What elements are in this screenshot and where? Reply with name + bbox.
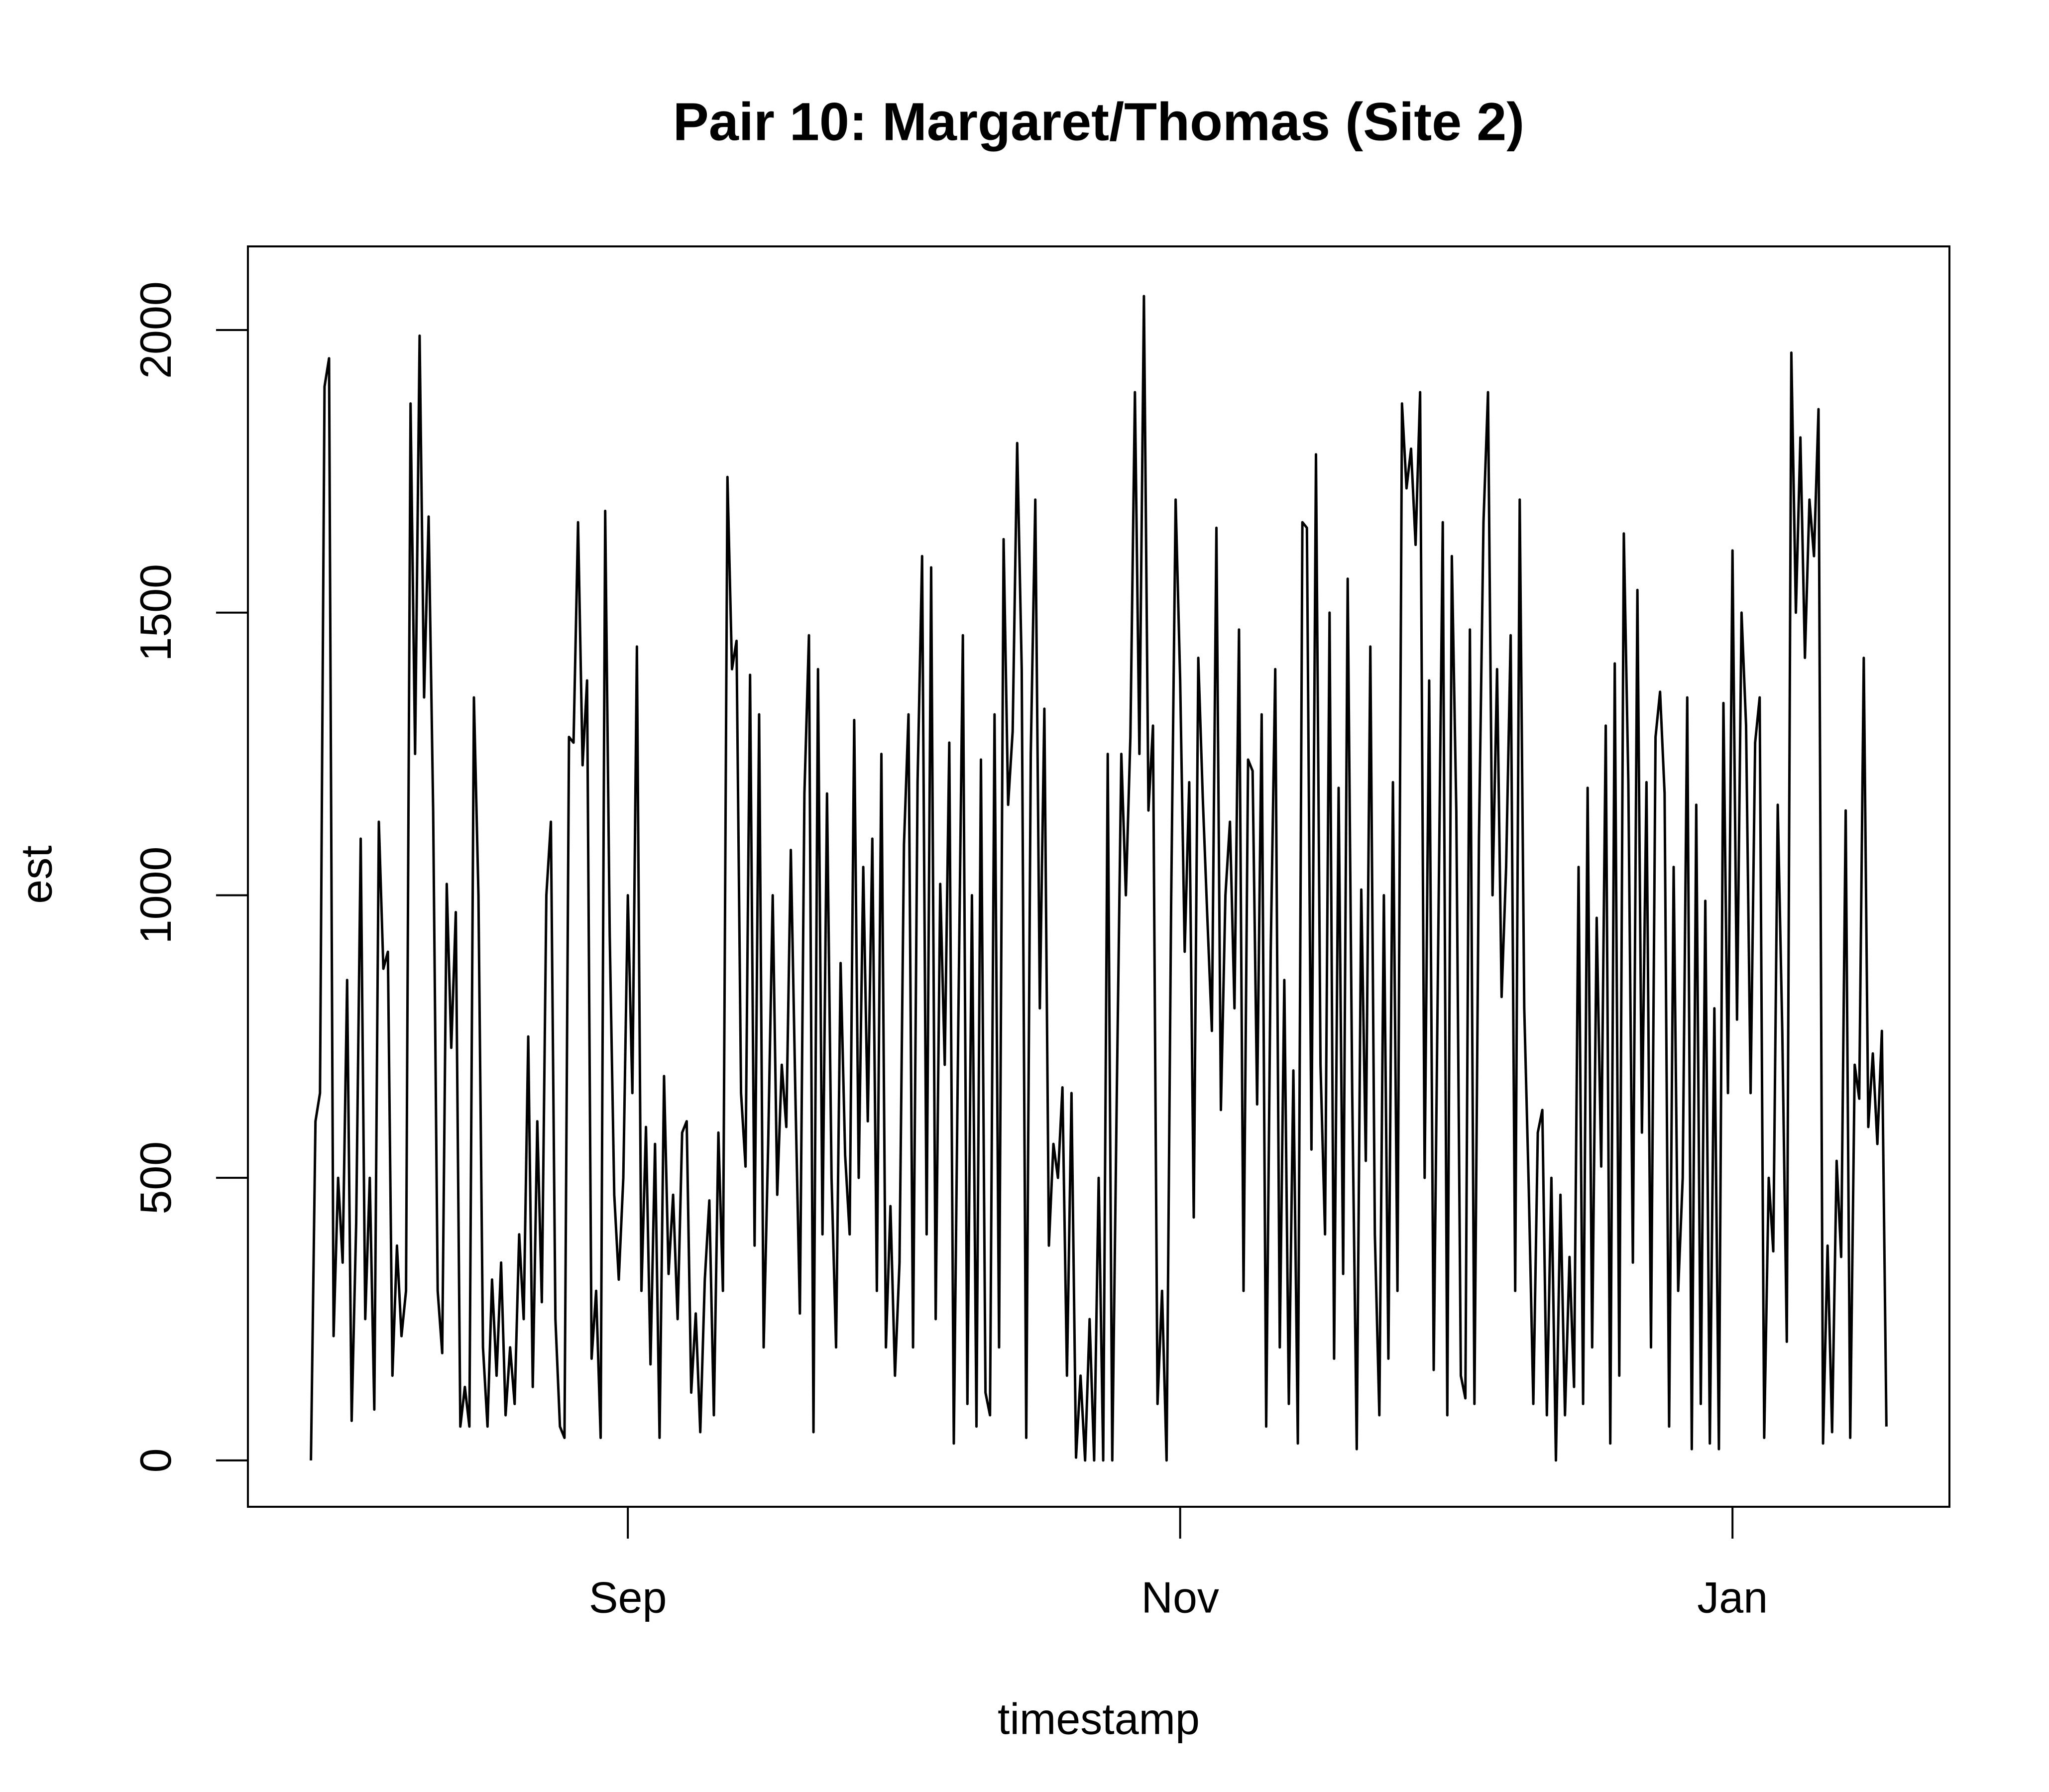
x-axis-label: timestamp [998,1694,1200,1743]
y-tick-label: 1500 [131,564,180,662]
y-tick-label: 1000 [131,847,180,944]
chart-title: Pair 10: Margaret/Thomas (Site 2) [673,92,1525,152]
x-tick-label: Nov [1141,1572,1219,1622]
y-axis-label: est [11,845,61,903]
x-tick-label: Jan [1697,1572,1768,1622]
x-tick-label: Sep [589,1572,667,1622]
data-line [310,295,1888,1462]
y-tick-label: 500 [131,1141,180,1215]
y-tick-label: 2000 [131,281,180,379]
y-tick-label: 0 [131,1448,180,1472]
